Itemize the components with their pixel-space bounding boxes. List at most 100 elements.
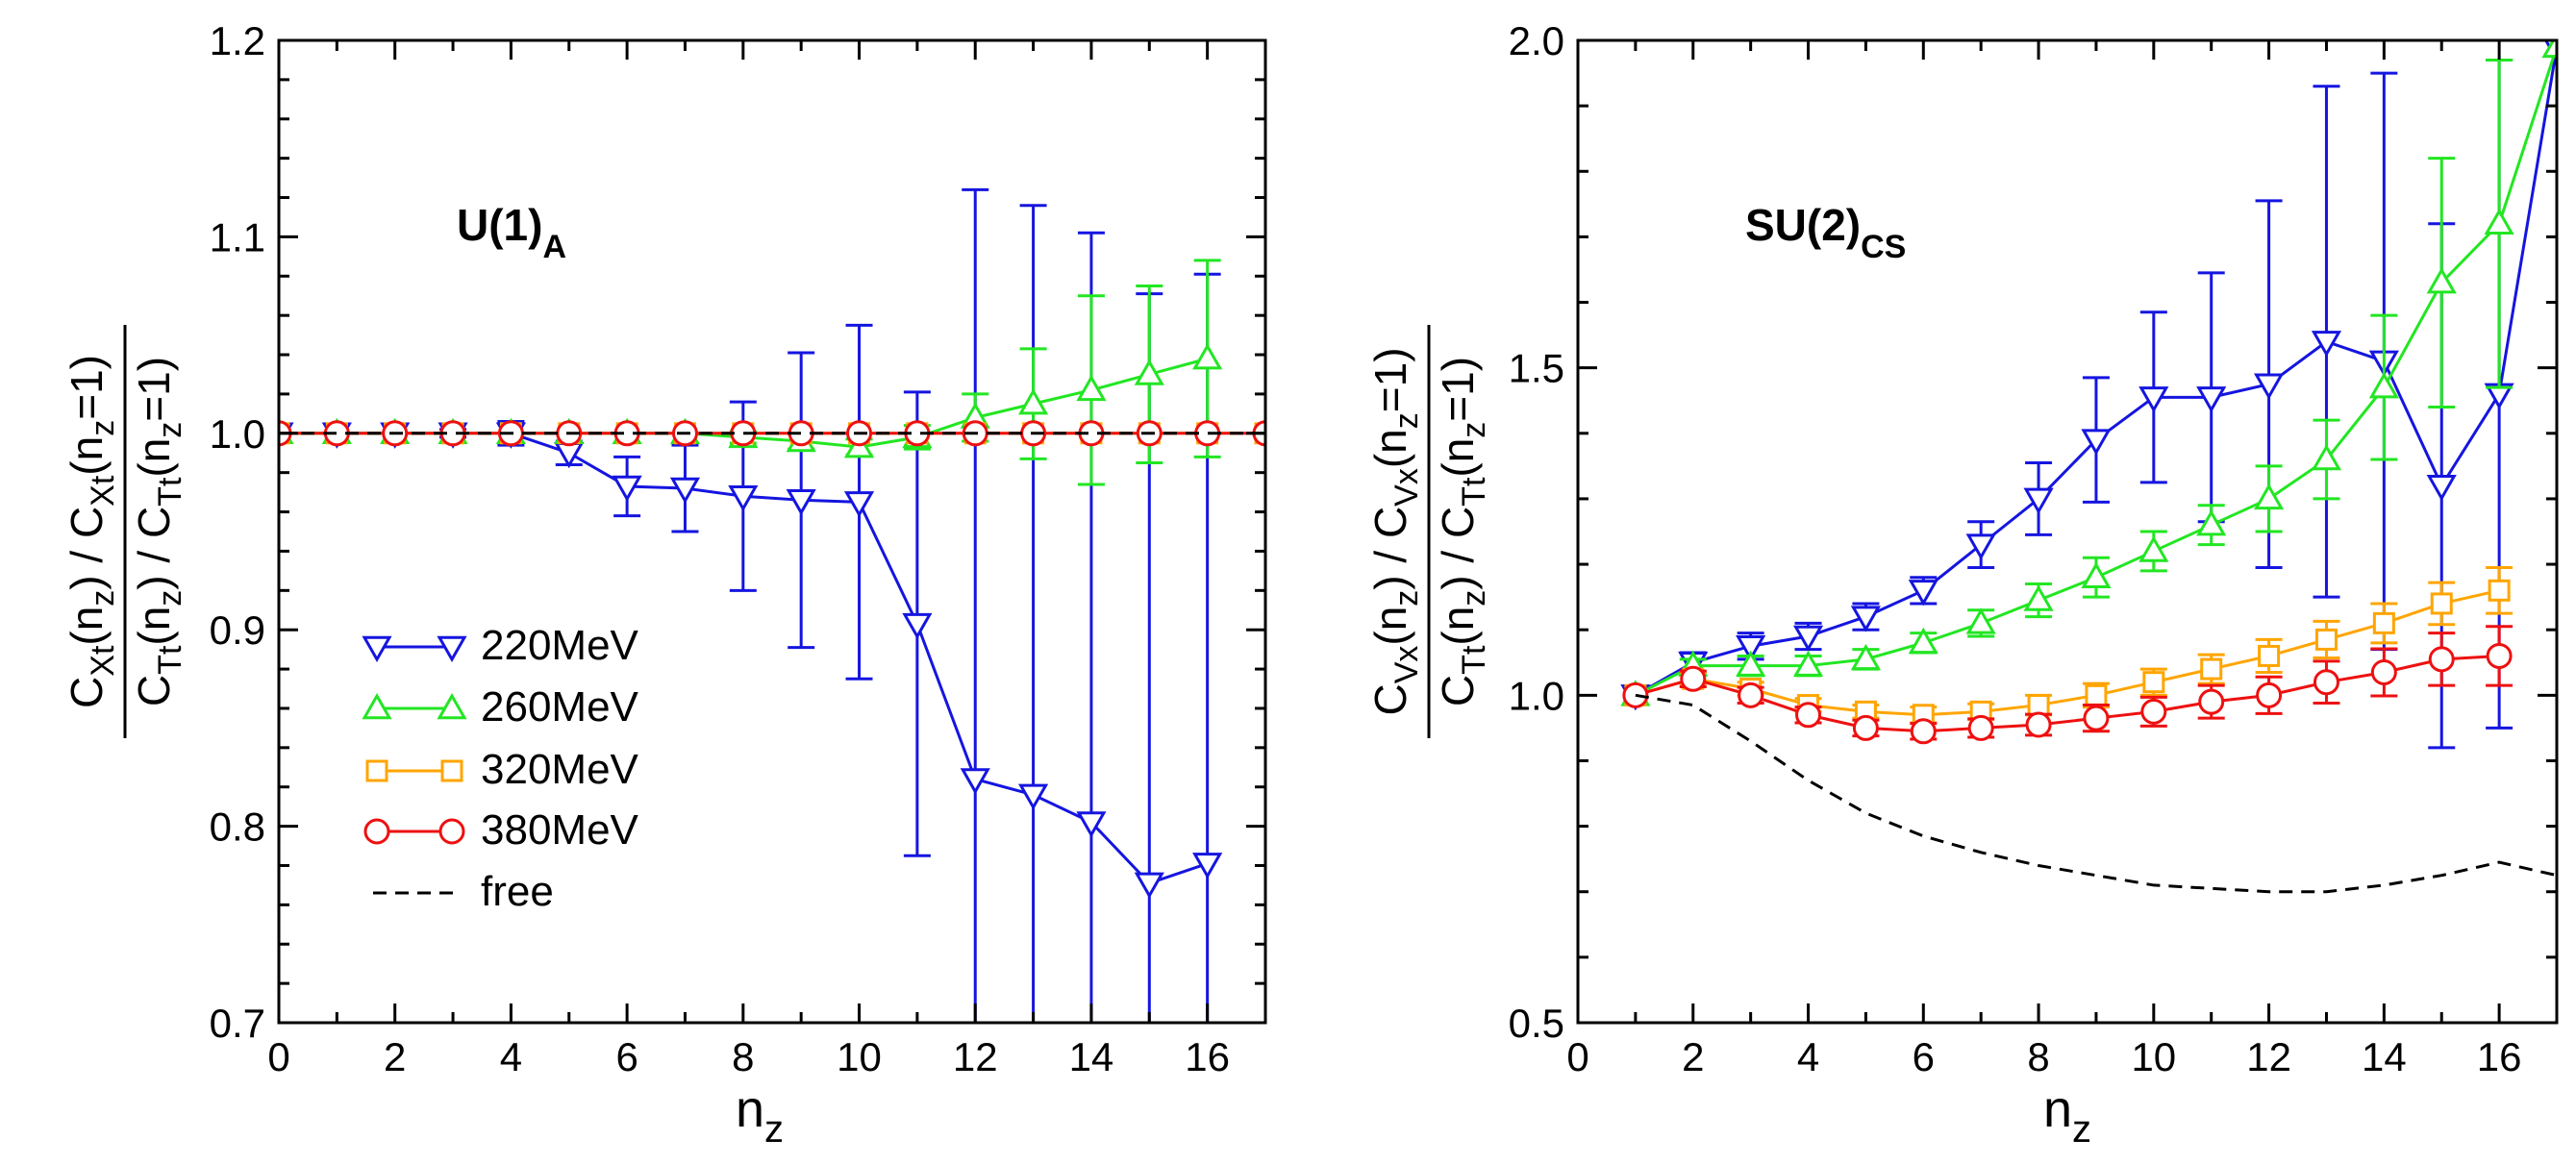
right-point-260MeV-10 — [2138, 535, 2169, 562]
right-point-260MeV-17 — [2541, 40, 2557, 59]
right-point-260MeV-16 — [2484, 208, 2514, 235]
left-xtick-label-8: 8 — [732, 1034, 754, 1079]
left-ylabel: CXt(nz) / CXt(nz=1) CTt(nz) / CTt(nz=1) — [62, 325, 188, 738]
right-point-320MeV-10 — [2142, 671, 2165, 694]
right-point-220MeV-7 — [1965, 533, 1996, 560]
right-xtick-label-8: 8 — [2027, 1034, 2049, 1079]
left-point-220MeV-14 — [1076, 811, 1107, 838]
left-xtick-label-12: 12 — [953, 1034, 998, 1079]
right-point-380MeV-7 — [1967, 714, 1994, 741]
legend-entry-380 — [363, 818, 465, 845]
right-xtick-label-16: 16 — [2477, 1034, 2522, 1079]
right-point-380MeV-14 — [2370, 658, 2397, 685]
legend-entry-220 — [362, 635, 467, 663]
left-xtick-label-6: 6 — [615, 1034, 638, 1079]
left-point-260MeV-15 — [1134, 359, 1164, 385]
right-xlabel: nz — [2043, 1080, 2091, 1151]
legend-label-220: 220MeV — [481, 622, 639, 669]
right-point-260MeV-15 — [2426, 267, 2457, 294]
left-point-220MeV-13 — [1018, 783, 1049, 810]
right-point-380MeV-12 — [2256, 681, 2283, 708]
left-xtick-label-4: 4 — [500, 1034, 522, 1079]
right-point-220MeV-11 — [2196, 386, 2227, 413]
left-point-220MeV-12 — [960, 768, 990, 795]
legend-marker-left-260MeV — [362, 692, 392, 720]
right-xtick-label-12: 12 — [2246, 1034, 2291, 1079]
left-point-220MeV-7 — [669, 477, 701, 505]
legend-entry-320 — [365, 759, 463, 782]
right-ylabel-numerator: CVx(nz) / CVx(nz=1) — [1365, 347, 1425, 715]
right-point-380MeV-15 — [2428, 646, 2455, 673]
right-point-380MeV-13 — [2313, 669, 2339, 696]
legend-marker-left-380MeV — [363, 818, 390, 845]
legend-marker-left-220MeV — [362, 635, 392, 663]
right-xtick-label-4: 4 — [1797, 1034, 1819, 1079]
left-xtick-label-2: 2 — [384, 1034, 406, 1079]
right-plot-area — [1620, 40, 2557, 894]
legend-marker-right-320MeV — [440, 759, 463, 782]
left-ytick-label-1.0: 1.0 — [210, 411, 265, 457]
right-series-220MeV — [1620, 40, 2557, 750]
right-ylabel-denominator: CTt(nz) / CTt(nz=1) — [1433, 357, 1492, 706]
right-point-260MeV-3 — [1736, 650, 1766, 677]
right-point-220MeV-8 — [2023, 487, 2054, 514]
right-panel: 0 2 4 6 8 10 12 14 16 0.5 1.0 1.5 2.0 SU(2)CS CVx(nz… — [1365, 18, 2559, 1151]
right-series-group — [1620, 40, 2557, 894]
right-xtick-label-14: 14 — [2362, 1034, 2407, 1079]
right-ytick-label-1.0: 1.0 — [1509, 673, 1564, 718]
right-point-260MeV-5 — [1850, 643, 1881, 671]
left-series-group — [279, 187, 1265, 1023]
legend-label-free: free — [481, 868, 554, 915]
right-ytick-label-2.0: 2.0 — [1509, 18, 1564, 63]
right-point-380MeV-5 — [1852, 714, 1879, 741]
left-point-260MeV-14 — [1076, 374, 1107, 402]
legend-marker-right-380MeV — [438, 818, 465, 845]
right-point-220MeV-15 — [2426, 475, 2457, 502]
right-point-260MeV-7 — [1965, 607, 1996, 634]
right-ytick-label-0.5: 0.5 — [1509, 1001, 1564, 1046]
left-xtick-label-14: 14 — [1069, 1034, 1114, 1079]
right-point-220MeV-6 — [1908, 580, 1938, 607]
left-point-220MeV-9 — [786, 489, 816, 516]
left-ytick-label-1.1: 1.1 — [210, 214, 265, 260]
right-point-220MeV-4 — [1792, 625, 1824, 653]
right-point-260MeV-8 — [2023, 584, 2054, 611]
left-point-220MeV-15 — [1134, 872, 1164, 899]
legend-label-380: 380MeV — [481, 806, 639, 854]
legend-marker-right-220MeV — [437, 635, 467, 663]
left-xtick-label-16: 16 — [1185, 1034, 1230, 1079]
right-axes-frame — [1576, 38, 2559, 1025]
right-point-220MeV-10 — [2138, 386, 2169, 413]
left-xtick-label-10: 10 — [837, 1034, 882, 1079]
right-series-380MeV — [1622, 625, 2513, 745]
right-annotation: SU(2)CS — [1745, 200, 1906, 265]
right-point-320MeV-9 — [2085, 683, 2108, 706]
right-point-380MeV-11 — [2198, 688, 2225, 715]
left-ytick-label-0.7: 0.7 — [210, 1001, 265, 1046]
right-point-220MeV-12 — [2254, 373, 2285, 400]
right-point-260MeV-4 — [1792, 650, 1824, 677]
right-series-260MeV — [1620, 40, 2557, 706]
right-xtick-label-6: 6 — [1913, 1034, 1935, 1079]
left-ylabel-numerator: CXt(nz) / CXt(nz=1) — [62, 355, 121, 708]
left-axes-frame — [277, 38, 1267, 1025]
right-point-320MeV-11 — [2200, 657, 2223, 681]
right-point-260MeV-14 — [2368, 372, 2399, 399]
left-ylabel-denominator: CTt(nz) / CTt(nz=1) — [129, 357, 188, 706]
legend-entry-260 — [362, 692, 467, 720]
right-xtick-label-10: 10 — [2131, 1034, 2176, 1079]
right-ylabel: CVx(nz) / CVx(nz=1) CTt(nz) / CTt(nz=1) — [1365, 325, 1492, 738]
right-ticks: 0 2 4 6 8 10 12 14 16 0.5 1.0 1.5 2.0 — [1509, 18, 2559, 1079]
left-point-220MeV-8 — [728, 484, 759, 512]
left-point-220MeV-5 — [554, 441, 585, 469]
right-point-380MeV-16 — [2486, 642, 2513, 669]
right-point-320MeV-12 — [2258, 644, 2281, 667]
legend-marker-left-320MeV — [365, 759, 388, 782]
right-point-380MeV-6 — [1910, 718, 1937, 745]
left-point-220MeV-16 — [1192, 853, 1223, 879]
legend: 220MeV 260MeV 320MeV 380MeV free — [362, 622, 639, 915]
left-point-220MeV-11 — [902, 612, 933, 640]
left-point-220MeV-6 — [612, 475, 642, 503]
right-point-220MeV-13 — [2311, 331, 2342, 358]
